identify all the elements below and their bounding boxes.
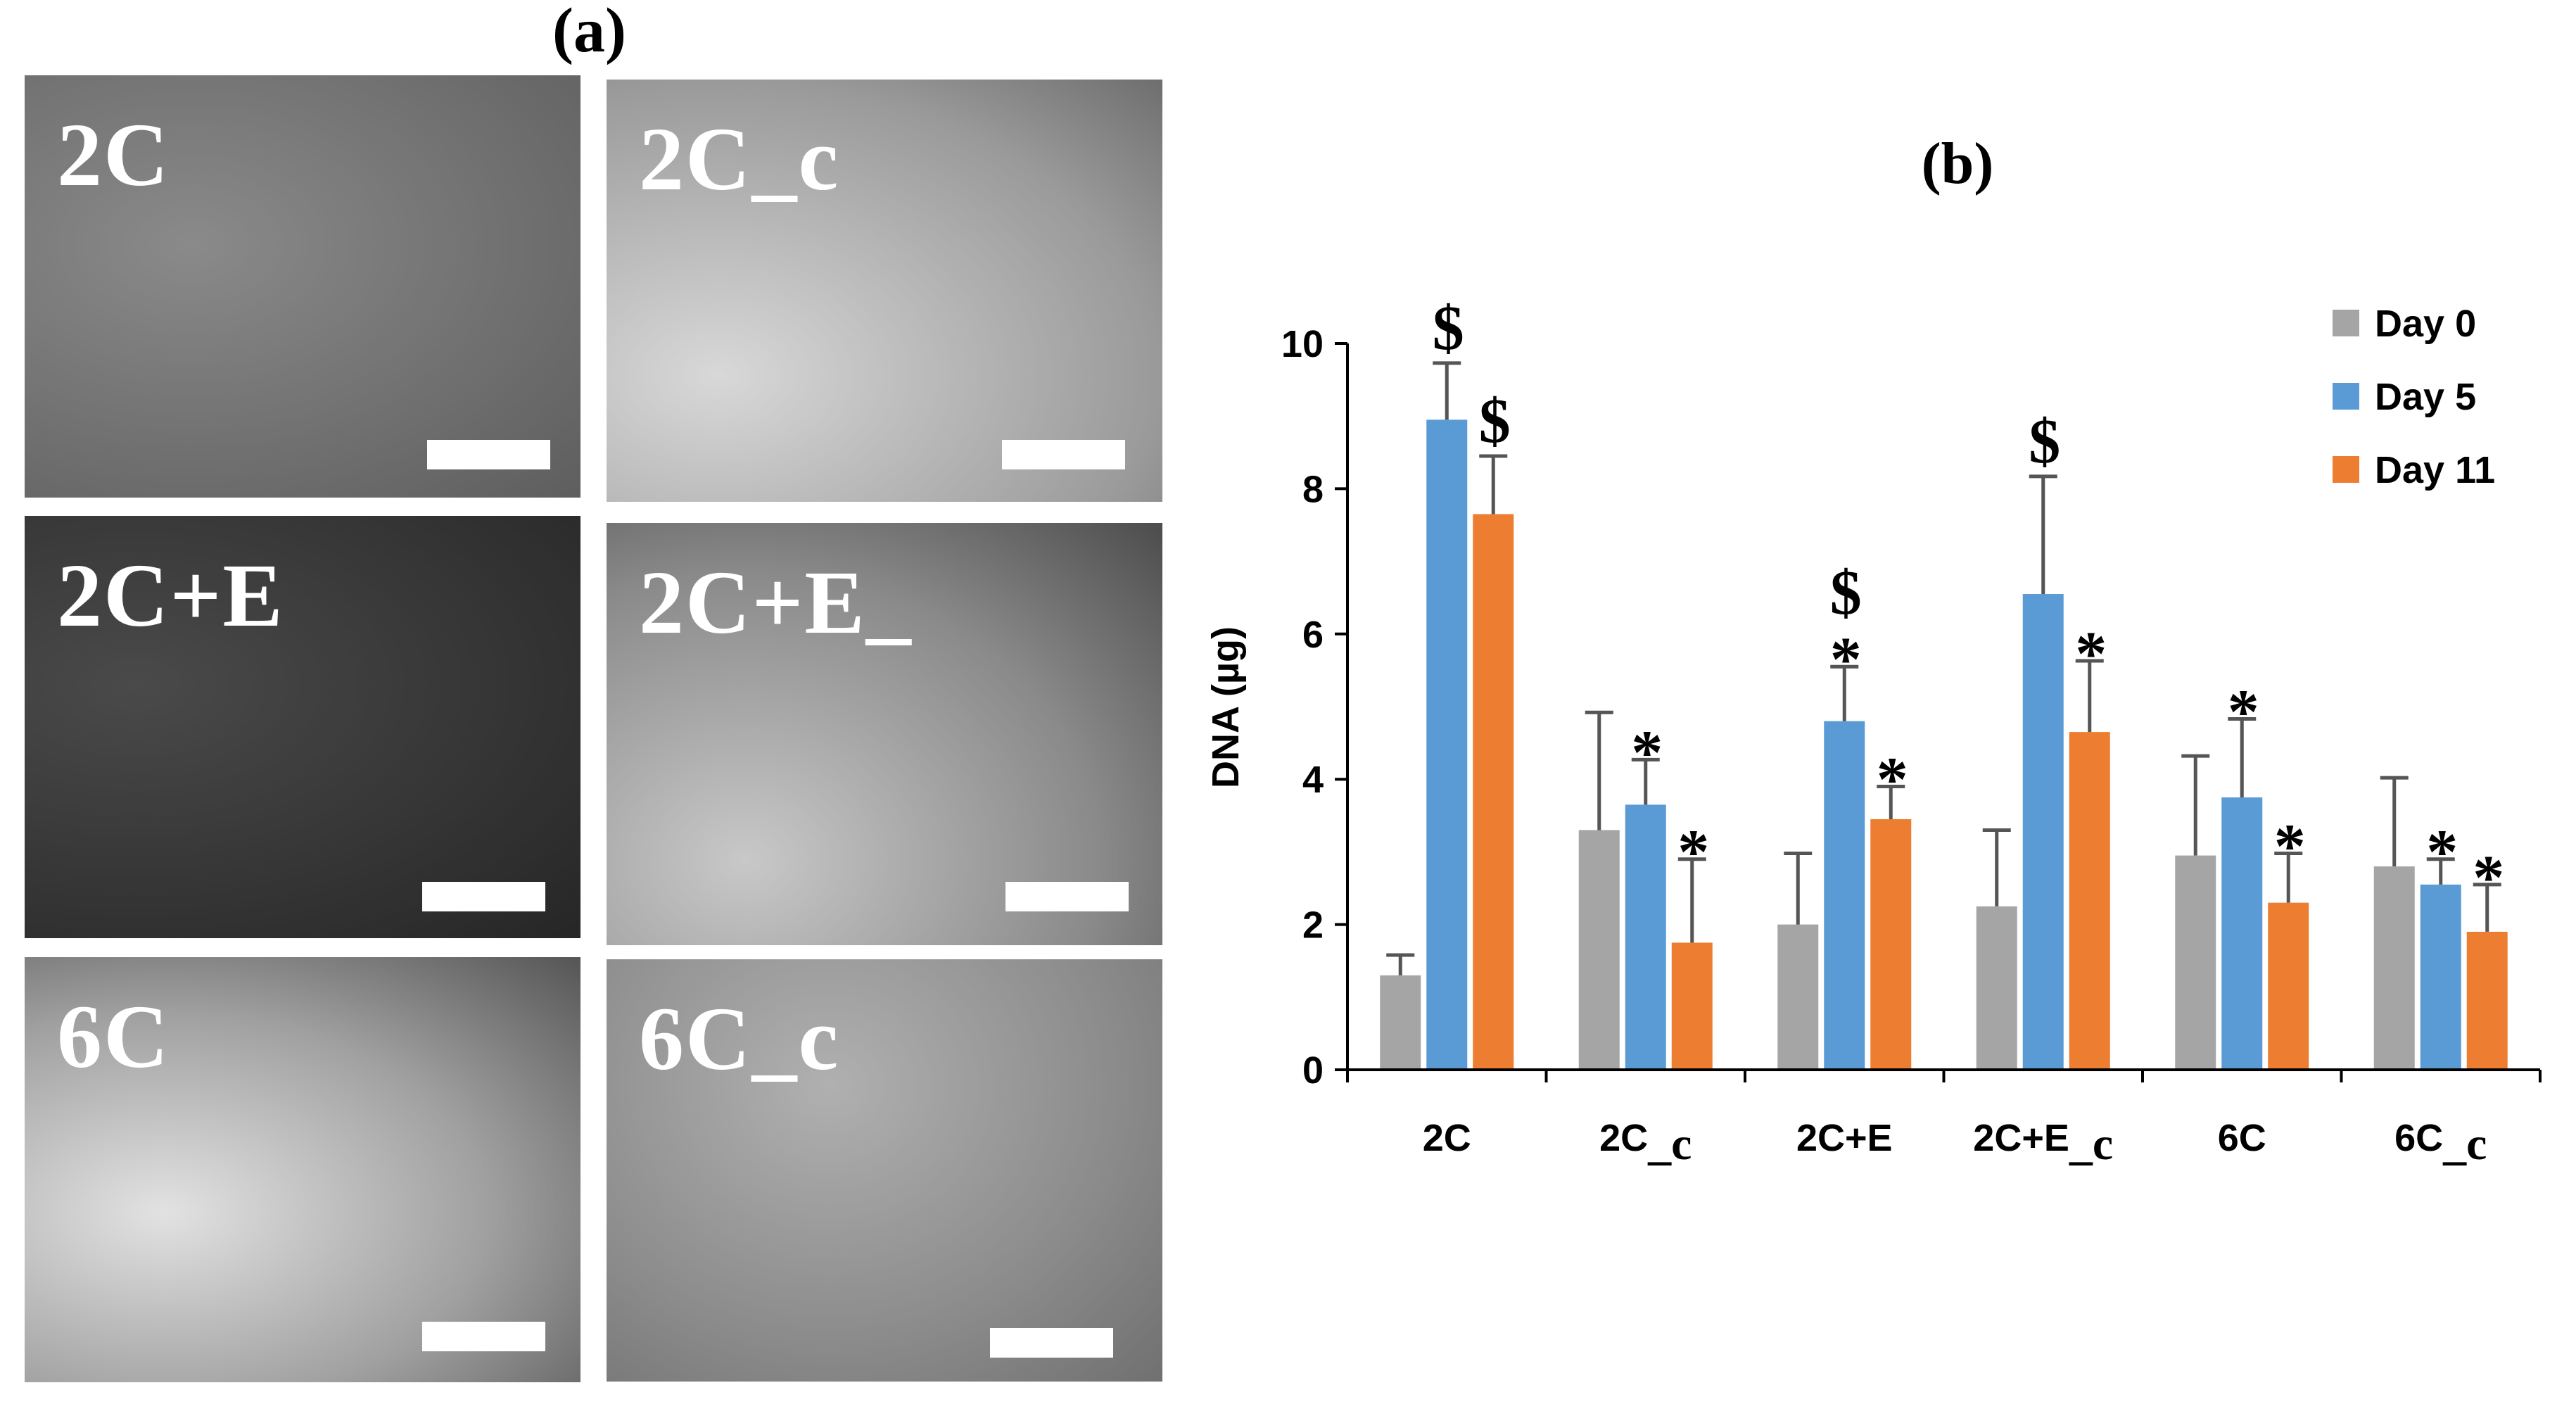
significance-dollar: $ <box>1479 386 1511 456</box>
bar-day-11 <box>1870 819 1912 1070</box>
x-tick-label: 6C_c <box>2394 1117 2487 1170</box>
micrograph-2c: 2C <box>25 75 580 498</box>
bar-day-11 <box>1671 942 1713 1070</box>
scale-bar <box>990 1328 1113 1358</box>
micrograph-6c: 6C <box>25 957 580 1382</box>
significance-star: * <box>2473 843 2504 913</box>
micrograph-label: 2C+E <box>57 545 284 645</box>
scale-bar <box>422 882 545 911</box>
scale-bar <box>427 440 550 469</box>
bar-day-11 <box>2268 902 2309 1070</box>
scale-bar <box>1002 440 1125 469</box>
legend-swatch <box>2333 383 2359 410</box>
bar-day-11 <box>2069 732 2110 1070</box>
bar-day-0 <box>1578 830 1620 1070</box>
y-tick-label: 6 <box>1302 614 1324 656</box>
micrograph-2c-e-c: 2C+E_ <box>607 523 1162 945</box>
significance-star: * <box>1830 625 1862 695</box>
y-tick-label: 4 <box>1302 759 1324 801</box>
bar-day-5 <box>2221 797 2263 1070</box>
micrograph-label: 2C <box>57 105 170 205</box>
significance-star: * <box>2228 678 2259 747</box>
x-tick-label: 2C+E_c <box>1973 1117 2113 1170</box>
bar-day-5 <box>2420 884 2461 1070</box>
significance-dollar: $ <box>2029 407 2060 476</box>
significance-star: * <box>2426 818 2458 887</box>
micrograph-2c-c: 2C_c <box>607 80 1162 502</box>
micrograph-label: 2C+E_ <box>639 552 913 652</box>
significance-star: * <box>1677 818 1709 887</box>
bar-day-0 <box>1976 906 2017 1070</box>
micrograph-label: 2C_c <box>639 109 840 209</box>
scale-bar <box>422 1322 545 1351</box>
y-tick-label: 0 <box>1302 1049 1324 1092</box>
bar-day-0 <box>2373 866 2415 1070</box>
bar-day-0 <box>1380 975 1421 1070</box>
bar-day-0 <box>1777 924 1819 1070</box>
bar-day-5 <box>1824 721 1865 1070</box>
y-tick-label: 8 <box>1302 468 1324 510</box>
significance-star: * <box>1877 745 1908 815</box>
micrograph-2c-e: 2C+E <box>25 516 580 938</box>
panel-a-label: (a) <box>552 0 626 65</box>
significance-star: * <box>2075 619 2107 689</box>
micrograph-label: 6C_c <box>639 989 840 1089</box>
micrograph-6c-c: 6C_c <box>607 959 1162 1382</box>
significance-star: * <box>2274 811 2306 881</box>
x-tick-label: 6C <box>2218 1117 2266 1159</box>
x-tick-label: 2C <box>1423 1117 1471 1159</box>
legend-label: Day 0 <box>2375 303 2476 345</box>
legend-label: Day 5 <box>2375 376 2476 418</box>
legend-swatch <box>2333 456 2359 483</box>
x-tick-label: 2C+E <box>1796 1117 1893 1159</box>
x-tick-label: 2C_c <box>1599 1117 1692 1170</box>
chart-title: (b) <box>1922 131 1994 196</box>
y-tick-label: 10 <box>1281 323 1324 365</box>
scale-bar <box>1005 882 1129 911</box>
bar-day-5 <box>1625 804 1666 1070</box>
bar-day-11 <box>2466 931 2508 1070</box>
y-axis-label: DNA (µg) <box>1205 626 1247 788</box>
significance-star: * <box>1631 718 1663 788</box>
significance-dollar: $ <box>1830 558 1862 628</box>
legend-label: Day 11 <box>2375 449 2495 491</box>
significance-dollar: $ <box>1433 293 1464 363</box>
bar-day-0 <box>2175 855 2216 1070</box>
bar-day-5 <box>2022 594 2064 1070</box>
y-tick-label: 2 <box>1302 904 1324 947</box>
micrograph-label: 6C <box>57 987 170 1087</box>
bar-day-5 <box>1426 419 1468 1070</box>
bar-day-11 <box>1473 514 1514 1070</box>
legend-swatch <box>2333 310 2359 336</box>
